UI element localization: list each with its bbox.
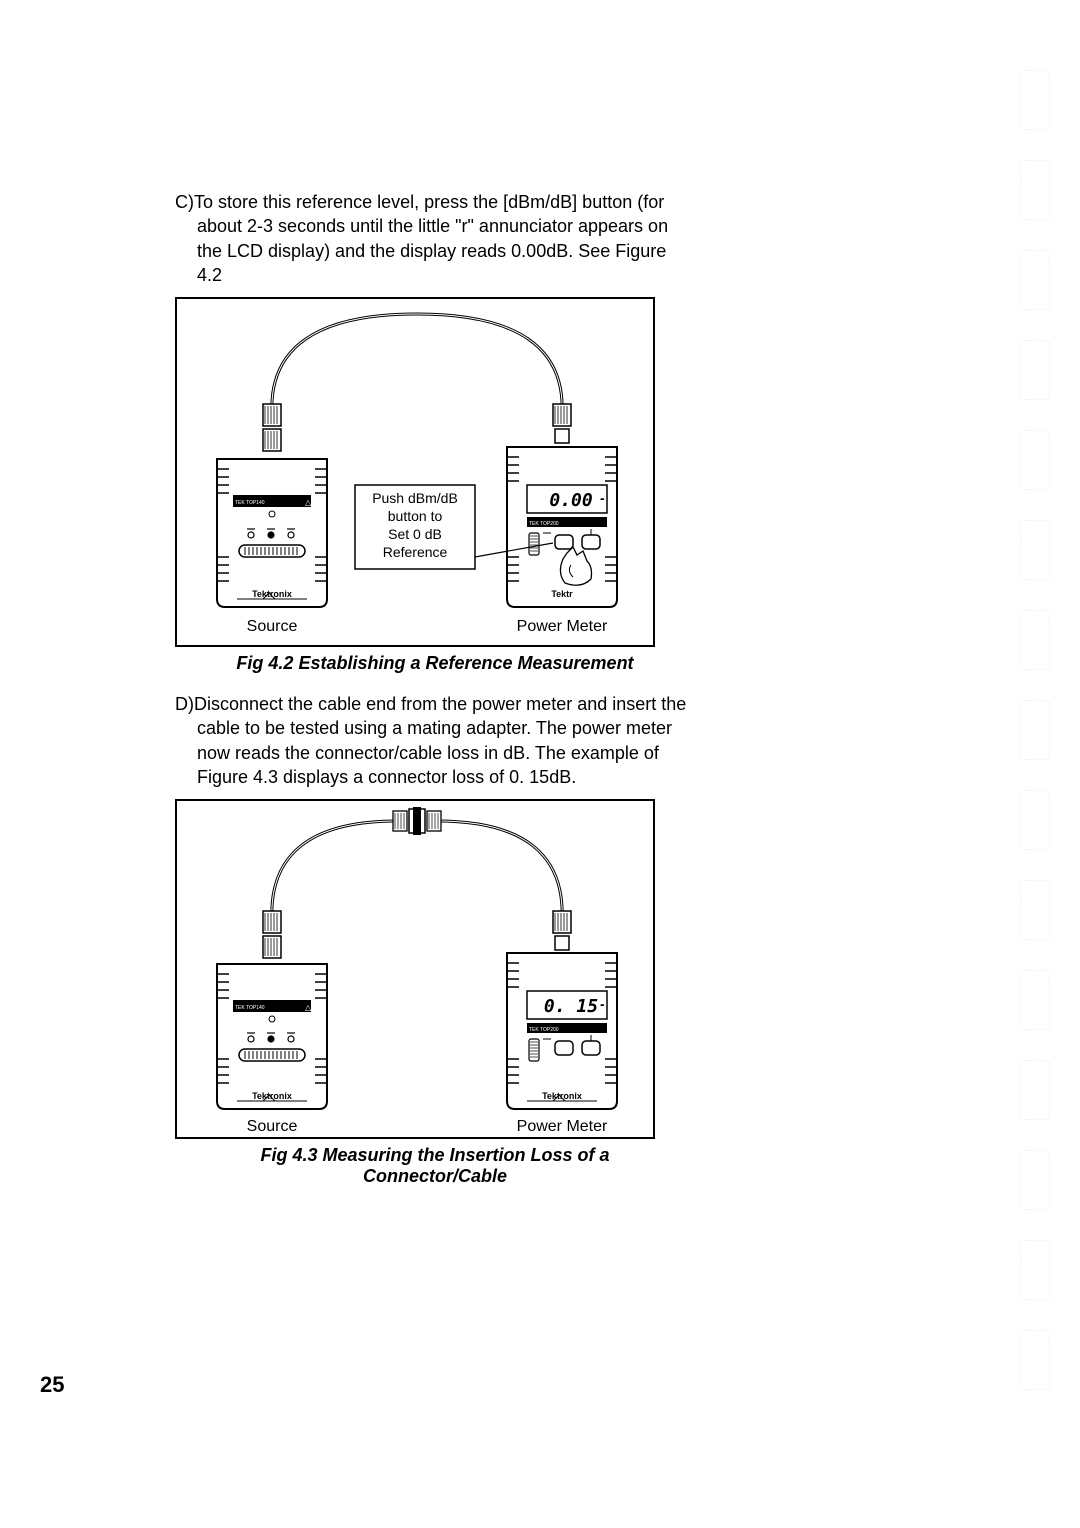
scanner-artifact <box>1020 790 1050 850</box>
para-d-text: Disconnect the cable end from the power … <box>194 694 686 787</box>
src-brand: Tektronix <box>252 589 292 599</box>
figure-4-2-caption: Fig 4.2 Establishing a Reference Measure… <box>175 653 695 674</box>
ct-l1: Push dBm/dB <box>372 490 458 506</box>
svg-text:△: △ <box>305 498 312 507</box>
pm2-btm-label: Power Meter <box>517 1118 608 1135</box>
scanner-artifact <box>1020 70 1050 130</box>
para-c-label: C) <box>175 192 194 212</box>
device-power-meter: 0.00 - TEK TOP200 Tektr <box>507 447 617 607</box>
src2-topstrip: TEK TOP140 <box>235 1005 265 1011</box>
meter-display-suffix: - <box>600 490 605 506</box>
para-c-text: To store this reference level, press the… <box>194 192 668 285</box>
pm-topstrip: TEK TOP200 <box>529 521 559 527</box>
page-number: 25 <box>40 1372 64 1398</box>
scanner-artifact <box>1020 1330 1050 1390</box>
scanner-artifact <box>1020 250 1050 310</box>
figure-4-2: TEK TOP140 △ Tektronix <box>175 297 655 647</box>
page-content: C)To store this reference level, press t… <box>175 190 695 1187</box>
scanner-artifact <box>1020 1150 1050 1210</box>
figure-4-3-svg: TEK TOP140 △ Tektronix <box>177 801 657 1141</box>
scanner-artifact <box>1020 1060 1050 1120</box>
src2-brand: Tektronix <box>252 1091 292 1101</box>
scanner-artifact <box>1020 700 1050 760</box>
para-c: C)To store this reference level, press t… <box>175 190 695 287</box>
scanner-artifact <box>1020 430 1050 490</box>
para-d-label: D) <box>175 694 194 714</box>
mating-adapter <box>393 807 441 835</box>
svg-text:△: △ <box>305 1003 312 1012</box>
ct-l2: button to <box>388 508 443 524</box>
pm2-brand: Tektronix <box>542 1091 582 1101</box>
scanner-artifact <box>1020 340 1050 400</box>
meter-display: 0.00 <box>549 490 593 511</box>
figure-4-3-caption-l2: Connector/Cable <box>175 1166 695 1187</box>
ct-l4: Reference <box>383 544 448 560</box>
scanner-artifact <box>1020 1240 1050 1300</box>
scanner-artifact <box>1020 610 1050 670</box>
meter2-display: 0. 15 <box>544 996 598 1017</box>
figure-4-2-svg: TEK TOP140 △ Tektronix <box>177 299 657 649</box>
para-d: D)Disconnect the cable end from the powe… <box>175 692 695 789</box>
pm2-topstrip: TEK TOP200 <box>529 1027 559 1033</box>
src-btm-label: Source <box>247 618 298 635</box>
src2-btm-label: Source <box>247 1118 298 1135</box>
ct-l3: Set 0 dB <box>388 526 442 542</box>
device-source: TEK TOP140 △ Tektronix <box>217 459 327 607</box>
scanner-artifact <box>1020 970 1050 1030</box>
device-power-meter-2: 0. 15 - TEK TOP200 Tektronix <box>507 953 617 1109</box>
pm-btm-label: Power Meter <box>517 618 608 635</box>
pm-brand: Tektr <box>551 589 573 599</box>
scanner-artifact <box>1020 160 1050 220</box>
device-source-2: TEK TOP140 △ Tektronix <box>217 964 327 1109</box>
figure-4-3-caption-l1: Fig 4.3 Measuring the Insertion Loss of … <box>175 1145 695 1166</box>
figure-4-3: TEK TOP140 △ Tektronix <box>175 799 655 1139</box>
scanner-artifact <box>1020 520 1050 580</box>
src-topstrip: TEK TOP140 <box>235 500 265 506</box>
scanner-artifact <box>1020 880 1050 940</box>
meter2-display-suffix: - <box>600 996 605 1012</box>
